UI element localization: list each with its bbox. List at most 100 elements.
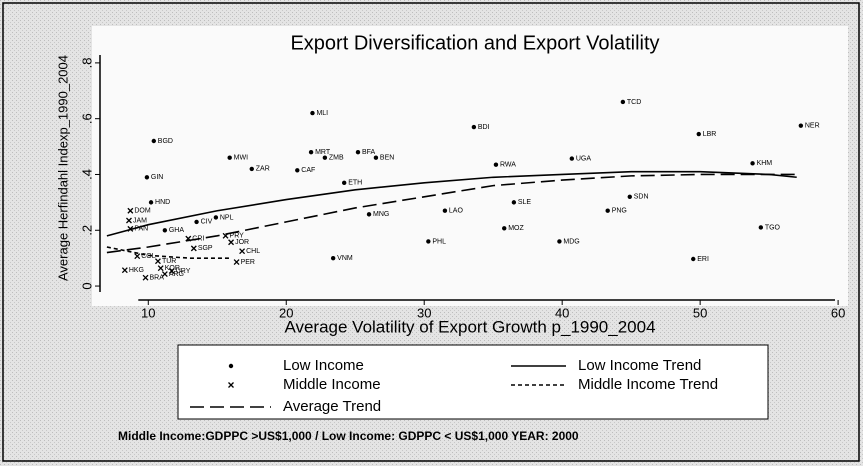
- point: [154, 258, 161, 265]
- point: [426, 239, 431, 244]
- point-label: JOR: [235, 239, 249, 246]
- trend-line: [106, 170, 797, 237]
- y-tick-label: .2: [79, 225, 94, 236]
- point-label: ERI: [697, 256, 709, 263]
- point-label: PNG: [612, 208, 627, 215]
- point: [442, 208, 448, 213]
- legend-label: Low Income Trend: [578, 357, 701, 374]
- point: [511, 200, 517, 205]
- y-tick-label: .8: [79, 57, 94, 68]
- point: [355, 149, 361, 155]
- x-tick-label: 60: [831, 305, 845, 320]
- point: [557, 239, 562, 244]
- point-label: LBR: [703, 131, 717, 138]
- point-label: PER: [241, 259, 255, 266]
- point-label: BRA: [150, 275, 165, 282]
- point: [308, 149, 314, 155]
- point-label: MDG: [563, 238, 579, 245]
- legend-marker: [228, 382, 234, 388]
- point-label: KOR: [165, 265, 180, 272]
- point: [121, 267, 128, 274]
- point-label: MOZ: [508, 225, 524, 232]
- point: [310, 110, 315, 116]
- point-label: TGO: [765, 224, 781, 231]
- point-label: NER: [805, 123, 820, 130]
- point: [330, 255, 336, 261]
- point-label: LAO: [449, 208, 464, 215]
- plot-area: [92, 26, 848, 306]
- legend-box: [177, 344, 769, 420]
- point-label: MRT: [315, 149, 331, 156]
- legend-label: Middle Income: [283, 376, 381, 393]
- x-tick-label: 40: [555, 305, 569, 320]
- point-label: CHL: [246, 248, 260, 255]
- point-label: GHA: [169, 227, 185, 234]
- point: [151, 138, 157, 144]
- point: [144, 175, 150, 180]
- point-label: PHL: [432, 238, 446, 245]
- point: [162, 228, 168, 233]
- point-label: SGP: [198, 245, 213, 252]
- point: [627, 194, 632, 199]
- trend-line: [106, 173, 797, 254]
- point-label: COL: [141, 253, 156, 260]
- x-tick-label: 30: [417, 305, 431, 320]
- legend-label: Average Trend: [283, 398, 381, 415]
- point: [161, 271, 168, 278]
- y-axis-title: Average Herfindahl Indexp_1990_2004: [55, 55, 70, 281]
- point-label: BFA: [362, 149, 376, 156]
- point: [366, 212, 372, 217]
- legend-label: Middle Income Trend: [578, 376, 718, 393]
- y-tick-label: 0: [79, 282, 94, 289]
- point-label: SDN: [634, 194, 649, 201]
- point: [493, 162, 499, 167]
- point-label: GIN: [151, 174, 163, 181]
- point: [142, 274, 149, 281]
- note: Middle Income:GDPPC >US$1,000 / Low Inco…: [118, 429, 579, 443]
- point: [227, 155, 232, 160]
- point-label: HND: [155, 199, 170, 206]
- x-axis-title: Average Volatility of Export Growth p_19…: [284, 317, 655, 336]
- point-label: MLI: [316, 110, 328, 117]
- point-label: ZAR: [256, 166, 270, 173]
- point: [373, 155, 379, 160]
- point-label: HKG: [129, 267, 144, 274]
- point: [168, 268, 175, 274]
- x-tick-label: 20: [279, 305, 293, 320]
- point: [194, 219, 199, 225]
- point-label: RWA: [500, 162, 516, 169]
- point: [127, 207, 134, 214]
- point: [750, 161, 755, 166]
- point-label: UGA: [576, 155, 592, 162]
- point-label: BEN: [380, 155, 394, 162]
- chart-title: Export Diversification and Export Volati…: [290, 32, 659, 54]
- point: [471, 124, 477, 130]
- point-label: URY: [176, 268, 191, 275]
- point: [696, 131, 701, 137]
- point: [239, 248, 246, 255]
- point: [322, 155, 328, 160]
- point: [233, 259, 240, 266]
- point: [569, 156, 575, 161]
- point: [605, 208, 610, 213]
- legend-label: Low Income: [283, 357, 364, 374]
- point: [798, 123, 804, 128]
- point-label: VNM: [337, 255, 353, 262]
- point-label: MWI: [234, 155, 248, 162]
- x-tick-label: 10: [141, 305, 155, 320]
- point-label: CAF: [301, 167, 315, 174]
- point: [157, 265, 164, 272]
- point: [126, 217, 132, 224]
- point: [213, 215, 219, 220]
- y-tick-label: .4: [79, 169, 94, 180]
- point-label: ZMB: [329, 155, 344, 162]
- point-label: ETH: [348, 180, 362, 187]
- point-label: BGD: [158, 138, 173, 145]
- point-label: TUR: [162, 258, 176, 265]
- x-tick-label: 50: [693, 305, 707, 320]
- legend-marker: [228, 363, 234, 369]
- point: [148, 200, 154, 205]
- point-label: SLE: [518, 199, 532, 206]
